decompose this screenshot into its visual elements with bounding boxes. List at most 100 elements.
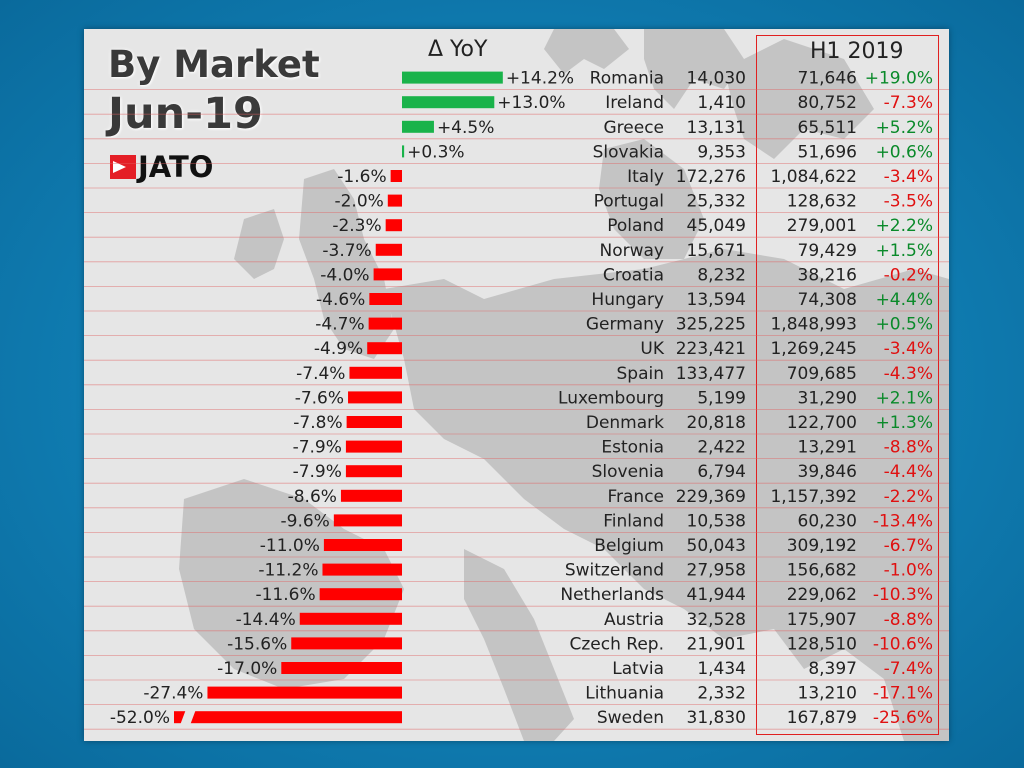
- h1-yoy-value: -7.3%: [884, 93, 933, 113]
- jun-value: 20,818: [687, 413, 746, 433]
- jun-value: 14,030: [687, 69, 746, 89]
- market-label: Germany: [586, 315, 664, 335]
- bar-negative: [319, 588, 402, 601]
- jun-value: 15,671: [687, 241, 746, 261]
- bar-data-label: -27.4%: [143, 684, 203, 704]
- bar-negative: [387, 194, 402, 207]
- h1-yoy-value: +2.1%: [876, 388, 933, 408]
- h1-value: 156,682: [787, 561, 857, 581]
- h1-value: 167,879: [787, 708, 857, 728]
- bar-negative: [349, 366, 402, 379]
- bar-data-label: +14.2%: [506, 69, 574, 89]
- bar-negative: [291, 637, 402, 650]
- market-label: Spain: [617, 364, 665, 384]
- h1-yoy-value: -6.7%: [884, 536, 933, 556]
- market-label: Greece: [603, 118, 664, 138]
- bar-data-label: -7.9%: [293, 438, 342, 458]
- bar-data-label: -11.0%: [260, 536, 320, 556]
- bar-data-label: -14.4%: [236, 610, 296, 630]
- h1-yoy-value: -10.3%: [873, 585, 933, 605]
- market-label: Norway: [600, 241, 665, 261]
- jun-value: 10,538: [687, 511, 746, 531]
- market-label: Romania: [590, 69, 664, 89]
- bar-data-label: -11.2%: [258, 561, 318, 581]
- jun-value: 25,332: [687, 192, 746, 212]
- bar-negative: [345, 465, 402, 478]
- market-label: Portugal: [594, 192, 664, 212]
- market-label: Austria: [604, 610, 664, 630]
- h1-yoy-value: -3.5%: [884, 192, 933, 212]
- h1-yoy-value: -8.8%: [884, 438, 933, 458]
- bar-data-label: -4.6%: [316, 290, 365, 310]
- bar-positive: [402, 71, 503, 84]
- jun-value: 1,434: [697, 659, 746, 679]
- bar-negative: [367, 342, 402, 355]
- market-label: Finland: [603, 511, 664, 531]
- market-label: Czech Rep.: [570, 634, 664, 654]
- jato-flag-icon: [110, 155, 136, 179]
- jun-value: 50,043: [687, 536, 746, 556]
- h1-value: 60,230: [798, 511, 857, 531]
- chart-title: By Market: [108, 43, 320, 86]
- bar-data-label: -17.0%: [217, 659, 277, 679]
- bar-data-label: -1.6%: [337, 167, 386, 187]
- jato-logo: JATO: [110, 150, 214, 184]
- h1-yoy-value: -13.4%: [873, 511, 933, 531]
- bar-negative: [348, 391, 402, 404]
- h1-value: 8,397: [808, 659, 857, 679]
- h1-yoy-value: -17.1%: [873, 684, 933, 704]
- h1-value: 309,192: [787, 536, 857, 556]
- bar-negative: [333, 514, 402, 527]
- h1-yoy-value: -1.0%: [884, 561, 933, 581]
- market-label: Estonia: [601, 438, 664, 458]
- europe-map-background: [179, 29, 949, 741]
- bar-negative: [368, 317, 402, 330]
- bar-negative: [390, 170, 402, 182]
- h1-value: 31,290: [798, 388, 857, 408]
- h1-value: 229,062: [787, 585, 857, 605]
- h1-value: 80,752: [798, 93, 857, 113]
- h1-value: 51,696: [798, 142, 857, 162]
- market-label: Sweden: [597, 708, 664, 728]
- bar-negative: [281, 662, 402, 674]
- bar-data-label: +13.0%: [497, 93, 565, 113]
- jun-value: 45,049: [687, 216, 746, 236]
- market-label: Slovenia: [592, 462, 664, 482]
- jun-value: 41,944: [687, 585, 746, 605]
- market-label: Switzerland: [565, 561, 664, 581]
- h1-value: 1,157,392: [770, 487, 857, 507]
- h1-value: 122,700: [787, 413, 857, 433]
- bar-positive: [402, 96, 495, 109]
- market-label: Hungary: [591, 290, 664, 310]
- market-label: Latvia: [612, 659, 664, 679]
- jun-value: 21,901: [687, 634, 746, 654]
- market-label: Poland: [607, 216, 664, 236]
- market-label: Italy: [627, 167, 664, 187]
- h1-value: 709,685: [787, 364, 857, 384]
- jun-value: 2,422: [697, 438, 746, 458]
- h1-yoy-value: +1.5%: [876, 241, 933, 261]
- h1-value: 1,848,993: [770, 315, 857, 335]
- bar-data-label: -15.6%: [227, 634, 287, 654]
- logo-text: JATO: [138, 150, 214, 184]
- h1-value: 279,001: [787, 216, 857, 236]
- bar-data-label: -7.6%: [295, 388, 344, 408]
- bar-data-label: +4.5%: [437, 118, 494, 138]
- h1-yoy-value: -8.8%: [884, 610, 933, 630]
- bar-data-label: -9.6%: [281, 511, 330, 531]
- bar-data-label: -11.6%: [255, 585, 315, 605]
- bar-negative: [340, 489, 402, 502]
- h1-header: H1 2019: [810, 39, 904, 64]
- market-label: Netherlands: [560, 585, 664, 605]
- market-label: Ireland: [605, 93, 664, 113]
- h1-value: 1,084,622: [770, 167, 857, 187]
- h1-value: 13,291: [798, 438, 857, 458]
- bar-negative: [174, 711, 402, 724]
- h1-yoy-value: -25.6%: [873, 708, 933, 728]
- h1-yoy-value: -10.6%: [873, 634, 933, 654]
- h1-yoy-value: -3.4%: [884, 167, 933, 187]
- bar-positive: [402, 145, 405, 158]
- jun-value: 2,332: [697, 684, 746, 704]
- market-label: Luxembourg: [558, 388, 664, 408]
- bar-data-label: +0.3%: [407, 142, 464, 162]
